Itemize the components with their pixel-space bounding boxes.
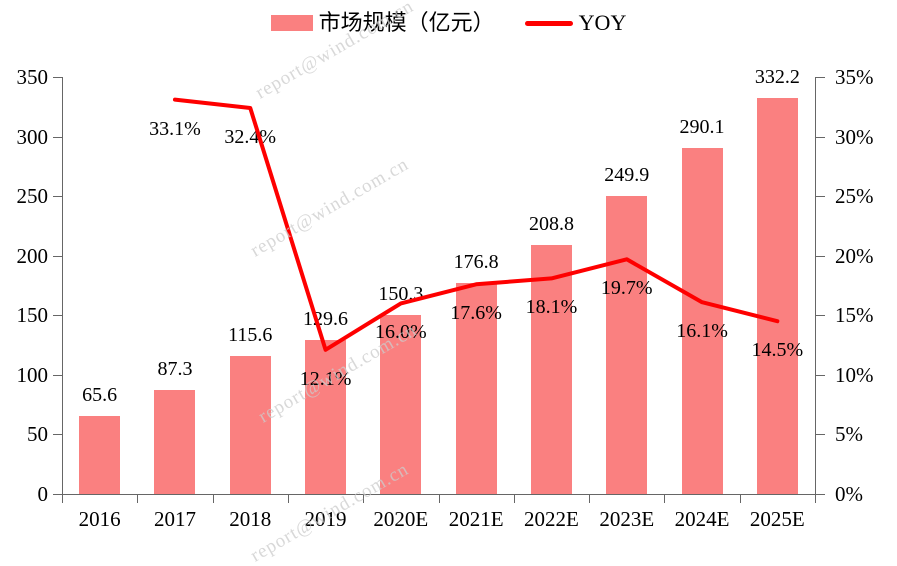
yoy-value-label: 18.1% <box>525 296 578 319</box>
left-axis-tick <box>53 494 62 495</box>
bar[interactable] <box>305 339 347 494</box>
yoy-value-label: 14.5% <box>751 339 804 362</box>
left-axis-tick-label: 150 <box>16 303 49 328</box>
bar-value-label: 332.2 <box>754 66 800 89</box>
x-axis-category-label: 2025E <box>749 507 805 531</box>
right-axis-tick <box>816 315 825 317</box>
x-axis-tick <box>438 495 440 503</box>
yoy-value-label: 19.7% <box>600 277 653 300</box>
left-axis-tick <box>53 255 62 257</box>
watermark-text: report@wind.com.cn <box>246 153 413 262</box>
x-axis-tick <box>137 495 139 503</box>
bar[interactable] <box>79 415 121 494</box>
x-axis-tick <box>664 495 666 503</box>
legend-yoy-label: YOY <box>578 10 627 35</box>
right-axis-tick <box>816 494 825 495</box>
x-axis-tick <box>513 495 515 503</box>
right-axis-tick <box>816 77 825 78</box>
x-axis-category-label: 2017 <box>153 507 196 531</box>
legend-bar-swatch <box>270 15 313 31</box>
legend-item-yoy[interactable]: YOY <box>524 10 627 35</box>
x-axis-category-label: 2021E <box>448 507 504 531</box>
yoy-value-label: 16.1% <box>676 320 728 343</box>
right-axis-tick <box>816 136 825 138</box>
bar[interactable] <box>606 196 648 494</box>
left-axis-tick <box>53 374 62 376</box>
left-axis-tick-label: 200 <box>16 243 49 268</box>
x-axis-tick <box>287 495 289 503</box>
right-axis-tick <box>816 196 825 198</box>
right-axis-tick <box>816 374 825 376</box>
left-axis-tick-label: 100 <box>16 362 49 387</box>
bar[interactable] <box>229 356 271 494</box>
x-axis-tick <box>739 495 741 503</box>
left-axis-tick <box>53 136 62 138</box>
left-axis-tick <box>53 196 62 198</box>
left-axis-tick <box>53 434 62 436</box>
left-axis-tick-label: 300 <box>16 124 49 149</box>
yoy-value-label: 17.6% <box>450 302 502 325</box>
legend-market-size-label: 市场规模（亿元） <box>318 10 495 35</box>
x-axis-category-label: 2022E <box>524 507 579 531</box>
right-axis-tick-label: 30% <box>835 124 874 149</box>
left-axis-tick-label: 350 <box>16 65 49 89</box>
left-axis-line <box>62 77 63 494</box>
right-axis-tick <box>816 255 825 257</box>
left-axis-tick <box>53 315 62 317</box>
right-axis-tick-label: 20% <box>835 243 874 268</box>
legend-line-swatch <box>524 20 573 26</box>
x-axis-tick <box>363 495 365 503</box>
left-axis-tick <box>53 77 62 78</box>
x-axis-tick <box>212 495 214 503</box>
x-axis-category-label: 2023E <box>599 507 655 531</box>
right-axis-tick-label: 0% <box>835 482 863 506</box>
bar-value-label: 115.6 <box>228 324 273 347</box>
right-axis-tick-label: 15% <box>835 303 874 328</box>
left-axis-tick-label: 0 <box>37 482 49 506</box>
bar-value-label: 65.6 <box>82 383 118 406</box>
bottom-axis-line <box>62 494 816 495</box>
bar-value-label: 129.6 <box>303 307 349 330</box>
yoy-value-label: 12.1% <box>299 367 352 390</box>
bar[interactable] <box>756 98 798 494</box>
right-axis-tick-label: 35% <box>835 65 874 89</box>
left-axis-tick-label: 250 <box>16 184 49 209</box>
x-axis-category-label: 2024E <box>674 507 730 531</box>
bar[interactable] <box>530 245 572 494</box>
yoy-value-label: 32.4% <box>224 125 277 148</box>
right-axis-line <box>815 77 816 494</box>
x-axis-tick <box>815 495 816 503</box>
yoy-value-label: 33.1% <box>149 117 201 140</box>
bar-value-label: 176.8 <box>453 251 499 274</box>
x-axis-category-label: 2018 <box>229 507 272 531</box>
x-axis-category-label: 2020E <box>373 507 429 531</box>
right-axis-tick-label: 25% <box>835 184 874 209</box>
bar-value-label: 208.8 <box>528 213 574 236</box>
bar-value-label: 87.3 <box>157 357 193 380</box>
x-axis-tick <box>62 495 63 503</box>
left-axis-tick-label: 50 <box>27 422 48 447</box>
legend-item-market-size[interactable]: 市场规模（亿元） <box>270 10 495 35</box>
x-axis-category-label: 2016 <box>78 507 121 531</box>
x-axis-tick <box>589 495 591 503</box>
chart-legend: 市场规模（亿元） YOY <box>0 12 897 34</box>
yoy-value-label: 16.0% <box>375 321 427 344</box>
right-axis-tick-label: 5% <box>835 422 863 447</box>
bar[interactable] <box>154 389 196 494</box>
x-axis-category-label: 2019 <box>304 507 347 531</box>
bar-value-label: 249.9 <box>604 164 650 187</box>
bar-value-label: 290.1 <box>679 116 725 139</box>
right-axis-tick <box>816 434 825 436</box>
right-axis-tick-label: 10% <box>835 362 874 387</box>
bar-value-label: 150.3 <box>378 282 424 305</box>
